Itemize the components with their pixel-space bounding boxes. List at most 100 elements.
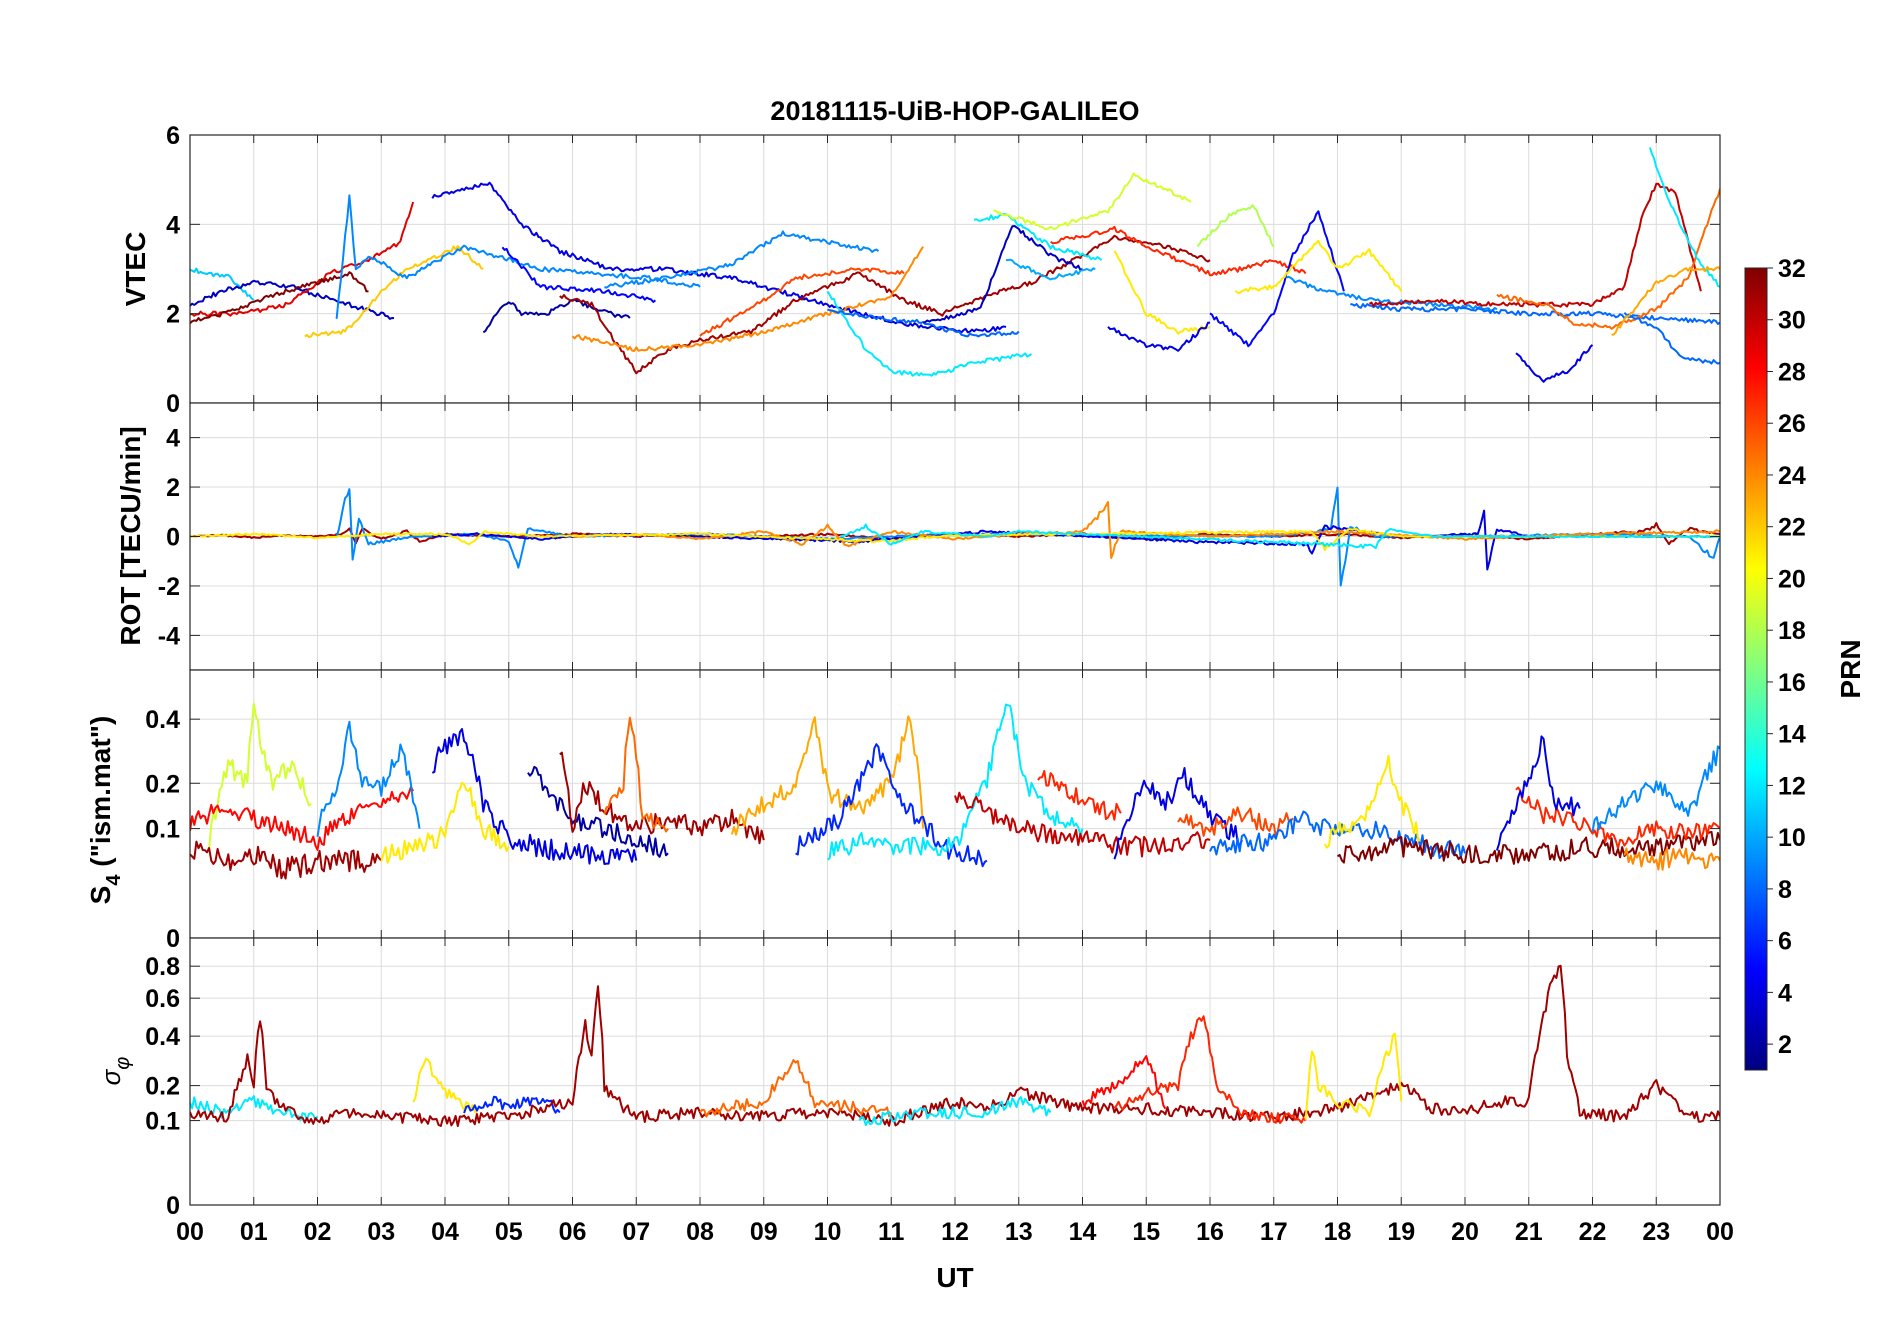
vtec-trace-prn-11 [190, 267, 255, 302]
s4-trace-prn-6 [795, 743, 988, 868]
colorbar-tick-label: 32 [1778, 255, 1806, 283]
vtec-trace-prn-19 [993, 172, 1192, 231]
x-tick-label: 10 [814, 1218, 842, 1246]
colorbar-tick-label: 4 [1778, 979, 1792, 1007]
x-axis-label: UT [936, 1262, 973, 1293]
vtec-trace-prn-12 [1648, 147, 1720, 288]
panel-rot: -4 -2 0 2 4 ROT [TECU/min] [115, 402, 1721, 671]
vtec-trace-prn-12 [826, 290, 1033, 377]
x-tick-label: 01 [240, 1218, 268, 1246]
vtec-trace-prn-27 [1050, 225, 1307, 277]
colorbar-tick-label: 6 [1778, 928, 1792, 956]
s4-trace-prn-19 [208, 702, 312, 850]
sigma-trace-prn-25 [699, 1059, 893, 1118]
vtec-trace-prn-22 [304, 245, 484, 339]
x-tick-label: 03 [367, 1218, 395, 1246]
panel-s4: 0 0.1 0.2 0.4 S4 ("ism.mat") [85, 669, 1721, 953]
sigma-trace-prn-21 [412, 1057, 478, 1114]
colorbar-tick-label: 28 [1778, 358, 1806, 386]
panel-rot-ylabel: ROT [TECU/min] [115, 426, 146, 645]
rot-ytick-label: 4 [166, 425, 180, 453]
panel-vtec-yticks: 0 2 4 6 [166, 122, 1720, 418]
rot-ytick-label: 2 [166, 474, 180, 502]
s4-ytick-label: 0.1 [145, 816, 180, 844]
x-tick-label: 07 [622, 1218, 650, 1246]
s4-trace-prn-27 [1515, 786, 1720, 850]
colorbar-tick-label: 22 [1778, 514, 1806, 542]
vtec-trace-prn-23 [1611, 266, 1720, 336]
x-tick-label: 08 [686, 1218, 714, 1246]
colorbar-tick-label: 8 [1778, 876, 1792, 904]
panel-sigma: 0 0.1 0.2 0.4 0.6 0.8 σφ [96, 937, 1721, 1220]
s4-trace-prn-32 [1336, 830, 1720, 865]
s4-trace-prn-31 [190, 840, 383, 880]
colorbar-tick-label: 16 [1778, 669, 1806, 697]
vtec-trace-prn-31 [559, 234, 1211, 375]
x-tick-label: 20 [1451, 1218, 1479, 1246]
vtec-trace-prn-25 [1496, 188, 1720, 330]
sigma-ytick-label: 0 [166, 1192, 180, 1220]
vtec-trace-prn-4 [431, 181, 1007, 334]
s4-trace-prn-21 [1323, 754, 1421, 849]
panel-sigma-yticks: 0 0.1 0.2 0.4 0.6 0.8 [145, 938, 1720, 1220]
vtec-trace-prn-9 [604, 230, 880, 289]
x-tick-label: 19 [1387, 1218, 1415, 1246]
vtec-trace-prn-4 [1515, 344, 1594, 383]
panel-s4-traces [190, 702, 1720, 880]
vtec-trace-prn-5 [501, 246, 657, 303]
rot-ytick-label: 0 [166, 524, 180, 552]
panel-sigma-ylabel: σφ [96, 1057, 134, 1086]
s4-trace-prn-8 [1209, 810, 1466, 859]
vtec-ytick-label: 6 [166, 122, 180, 150]
colorbar-tick-label: 18 [1778, 617, 1806, 645]
x-tick-label: 17 [1260, 1218, 1288, 1246]
s4-trace-prn-26 [1177, 806, 1294, 838]
s4-ytick-label: 0.4 [145, 706, 180, 734]
sigma-ytick-label: 0.4 [145, 1023, 180, 1051]
vtec-trace-prn-21 [1234, 239, 1403, 294]
panel-sigma-ylabel-main: σ [96, 1068, 126, 1085]
panel-sigma-grid [190, 938, 1720, 1206]
vtec-trace-prn-4 [1107, 321, 1211, 352]
s4-trace-prn-9 [1591, 745, 1720, 832]
x-tick-label: 00 [1706, 1218, 1734, 1246]
colorbar-tick-label: 12 [1778, 772, 1806, 800]
panel-sigma-border [189, 937, 1721, 1206]
panel-vtec: 0 2 4 6 VTEC [120, 122, 1721, 418]
colorbar-tick-label: 2 [1778, 1031, 1792, 1059]
x-axis: 00 01 02 03 04 05 06 07 08 09 10 11 12 13 14 15 16 17 18 19… [176, 1218, 1734, 1246]
x-tick-label: 21 [1515, 1218, 1543, 1246]
sigma-trace-prn-21 [1304, 1032, 1403, 1120]
vtec-ytick-label: 0 [166, 390, 180, 418]
x-tick-label: 12 [941, 1218, 969, 1246]
s4-trace-prn-21 [380, 781, 510, 864]
vtec-trace-prn-21 [1113, 250, 1211, 335]
s4-ytick-label: 0.2 [145, 770, 180, 798]
sigma-trace-prn-28 [1081, 1055, 1167, 1110]
sigma-trace-prn-27 [1113, 1015, 1307, 1124]
s4-trace-prn-4 [1495, 735, 1581, 851]
vtec-trace-prn-18 [1196, 204, 1275, 248]
panel-s4-ylabel: S4 ("ism.mat") [85, 716, 125, 905]
colorbar-tick-label: 10 [1778, 824, 1806, 852]
vtec-trace-prn-2 [482, 298, 631, 334]
panel-s4-yticks: 0 0.1 0.2 0.4 [145, 670, 1720, 953]
colorbar-tick-label: 26 [1778, 410, 1806, 438]
panel-rot-traces [190, 486, 1720, 587]
panel-s4-ylabel-main: S [85, 886, 116, 905]
x-tick-label: 05 [495, 1218, 523, 1246]
vtec-trace-prn-29 [190, 201, 415, 317]
sigma-ytick-label: 0.6 [145, 985, 180, 1013]
s4-trace-prn-23 [730, 715, 925, 836]
sigma-ytick-label: 0.2 [145, 1073, 180, 1101]
s4-trace-prn-4 [431, 728, 638, 865]
sigma-trace-prn-31 [190, 964, 1720, 1127]
x-tick-label: 15 [1132, 1218, 1160, 1246]
vtec-trace-prn-32 [190, 271, 369, 324]
s4-trace-prn-12 [826, 703, 1084, 861]
vtec-trace-prn-5 [1209, 210, 1345, 348]
x-tick-label: 22 [1579, 1218, 1607, 1246]
x-tick-label: 18 [1324, 1218, 1352, 1246]
vtec-trace-prn-10 [1005, 258, 1096, 281]
